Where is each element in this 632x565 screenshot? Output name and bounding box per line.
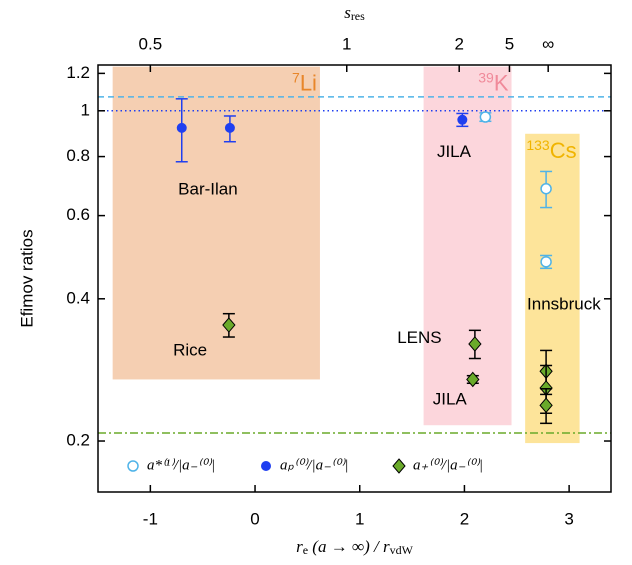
x-axis-label-part: r [296,537,303,556]
x2-tick-label: 0.5 [139,34,163,53]
x2-axis-label: sres [344,3,365,23]
x-axis-label-part: vdW [390,543,414,557]
x2-tick-label: 5 [505,34,514,53]
legend-marker [261,461,271,471]
region [423,66,512,426]
region-element: Li [300,70,317,95]
x-tick-label: 0 [250,509,259,528]
point [539,397,553,414]
x-tick-label: 1 [355,509,364,528]
x-tick-label: 3 [564,509,573,528]
annotation: JILA [437,142,472,161]
x2-axis-label-part: s [344,3,351,22]
x-axis-label-part: e [303,543,308,557]
region-label: 133Cs [526,137,576,163]
annotation: Innsbruck [527,295,601,314]
legend-marker [392,458,406,474]
point [540,182,552,195]
point [466,371,480,388]
point [457,114,468,125]
region-isotope: 39 [478,70,494,86]
legend-marker [127,460,139,472]
y-tick-label: 0.6 [66,205,90,224]
annotation: JILA [433,390,468,409]
region-isotope: 133 [526,137,550,153]
x-axis-label: re (a → ∞) / rvdW [296,537,413,557]
y-axis-label: Efimov ratios [17,229,36,327]
y-tick-label: 0.8 [66,146,90,165]
x-axis-label-part: (a → ∞) / r [308,537,390,556]
y-tick-label: 1 [81,100,90,119]
region [525,133,580,444]
annotation: Rice [173,341,207,360]
point [540,256,552,268]
x2-tick-label: 2 [454,34,463,53]
legend-label: a₊⁽⁰⁾/|a₋⁽⁰⁾| [413,457,483,473]
annotation: Bar-Ilan [178,179,238,198]
region-isotope: 7 [292,70,300,86]
point [176,122,187,133]
legend-label: a*⁽¹⁾/|a₋⁽⁰⁾| [147,457,215,473]
point [224,122,235,133]
x2-tick-label: ∞ [542,34,554,53]
plot-frame [97,64,612,493]
background-layer [112,66,580,444]
region-element: Cs [550,138,577,163]
region [112,66,320,380]
x2-tick-label: 1 [342,34,351,53]
x-tick-label: -1 [143,509,158,528]
annotation: LENS [397,328,441,347]
point [468,336,482,352]
y-tick-label: 1.2 [66,63,90,82]
x2-axis-label-part: res [351,9,365,23]
y-tick-label: 0.2 [66,431,90,450]
x-tick-label: 2 [460,509,469,528]
legend-label: aₚ⁽⁰⁾/|a₋⁽⁰⁾| [280,457,349,473]
y-tick-label: 0.4 [66,288,90,307]
point [479,111,492,123]
point [222,317,236,333]
region-label: 39K [478,70,509,96]
region-label: 7Li [292,70,317,96]
region-element: K [494,70,509,95]
